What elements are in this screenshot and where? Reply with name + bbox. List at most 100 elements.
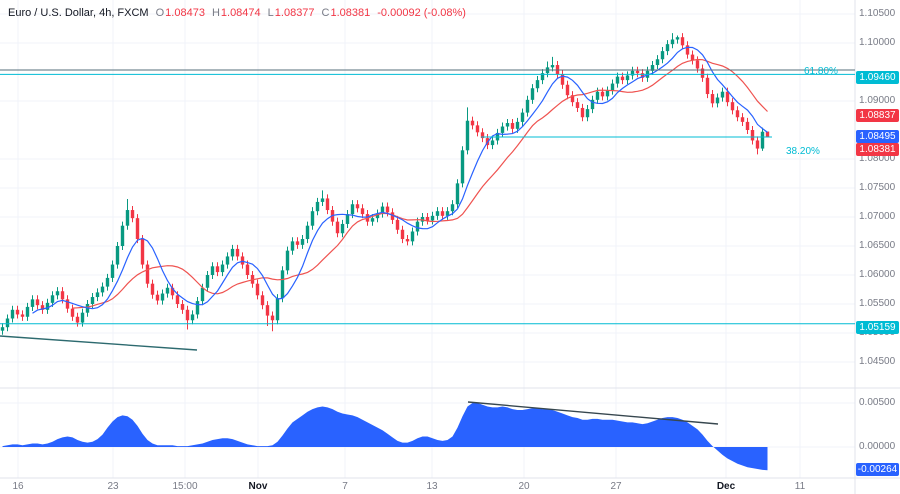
candle-body (140, 239, 145, 265)
symbol-legend[interactable]: Euro / U.S. Dollar, 4h, FXCM O1.08473 H1.… (8, 7, 466, 19)
candle-body (235, 248, 240, 257)
candle-body (295, 241, 300, 245)
candle-body (160, 293, 165, 301)
fib-38-20-label[interactable]: 38.20% (786, 146, 820, 157)
candle-body (450, 204, 455, 212)
candle-body (275, 298, 280, 321)
fib-61-80-label[interactable]: 61.80% (804, 66, 838, 77)
candle-body (390, 212, 395, 220)
candle-body (165, 287, 170, 294)
candle-body (440, 211, 445, 216)
candle-body (655, 59, 660, 66)
ohlc-key: H (211, 7, 220, 19)
candle-body (400, 229, 405, 240)
candle-body (535, 80, 540, 89)
time-tick-label: 23 (107, 481, 119, 492)
candle-body (405, 239, 410, 242)
candle-body (610, 83, 615, 91)
candle-body (730, 102, 735, 111)
candle-body (735, 110, 740, 118)
left-descending-trendline[interactable] (0, 335, 198, 351)
change-value: -0.00092 (-0.08%) (377, 7, 466, 19)
candle-body (120, 225, 125, 246)
price-tick-label: 1.07500 (859, 182, 896, 193)
candle-body (690, 54, 695, 61)
indicator-descending-trendline[interactable] (467, 401, 719, 425)
candle-body (220, 264, 225, 273)
candle-body (115, 246, 120, 265)
candle-body (95, 292, 100, 298)
candle-body (205, 275, 210, 288)
candle-body (320, 198, 325, 202)
candle-body (680, 37, 685, 46)
time-tick-label: 15:00 (172, 481, 198, 492)
candle-body (70, 308, 75, 317)
candle-body (605, 90, 610, 97)
candle-body (755, 140, 760, 149)
candle-body (0, 327, 5, 331)
ohlc-value: 1.08377 (274, 7, 315, 19)
candle-body (455, 183, 460, 205)
candle-body (35, 299, 40, 306)
indicator-area[interactable] (2, 403, 768, 471)
candle-body (745, 121, 750, 130)
time-tick-label: 27 (610, 481, 622, 492)
candle-body (45, 302, 50, 310)
price-tick-label: 1.09000 (859, 95, 896, 106)
price-badge-teal: 1.09460 (856, 71, 899, 85)
candle-body (90, 297, 95, 304)
price-axis[interactable]: 1.10500 1.10000 1.09000 1.08000 1.07500 1.070… (855, 0, 900, 478)
candle-body (650, 65, 655, 71)
candle-body (660, 51, 665, 60)
candle-body (635, 70, 640, 74)
candle-body (540, 73, 545, 81)
ma-slow-line[interactable] (72, 58, 768, 309)
candle-body (355, 204, 360, 209)
candle-body (670, 39, 675, 45)
ma-fast-line[interactable] (32, 46, 768, 314)
time-tick-label: Dec (716, 481, 736, 492)
candle-body (530, 88, 535, 100)
candle-body (710, 94, 715, 104)
price-badge-blue: 1.08495 (856, 130, 899, 144)
candle-body (285, 250, 290, 271)
candle-body (740, 117, 745, 122)
candle-body (665, 44, 670, 52)
candle-body (520, 112, 525, 122)
price-tick-label: 1.06000 (859, 269, 896, 280)
candle-body (470, 120, 475, 126)
candle-body (185, 309, 190, 321)
ohlc-key: C (321, 7, 330, 19)
candle-body (415, 221, 420, 232)
candle-body (445, 211, 450, 216)
candle-body (345, 214, 350, 224)
candle-body (725, 91, 730, 103)
time-tick-label: 7 (342, 481, 348, 492)
candle-body (490, 140, 495, 146)
candle-body (195, 301, 200, 315)
ohlc-value: 1.08473 (165, 7, 205, 19)
candle-body (615, 76, 620, 84)
ohlc-values: O1.08473 H1.08474 L1.08377 C1.08381 (149, 7, 371, 19)
candle-body (75, 316, 80, 323)
candle-body (170, 287, 175, 296)
price-tick-label: 0.00500 (859, 397, 896, 408)
candle-body (315, 201, 320, 212)
time-axis[interactable]: 16 23 15:00 Nov 7 13 20 27 Dec 11 (0, 478, 900, 494)
candle-body (55, 291, 60, 296)
candle-body (630, 70, 635, 76)
candle-body (705, 77, 710, 95)
candle-body (230, 248, 235, 257)
time-tick-label: 13 (426, 481, 438, 492)
ohlc-value: 1.08474 (220, 7, 261, 19)
symbol-title: Euro / U.S. Dollar, 4h, FXCM (8, 7, 149, 19)
candle-body (385, 206, 390, 213)
candle-body (395, 219, 400, 230)
candle-body (125, 210, 130, 226)
price-badge-blue: -0.00264 (856, 463, 899, 477)
candle-body (265, 305, 270, 316)
candle-body (110, 264, 115, 278)
candle-body (580, 107, 585, 118)
